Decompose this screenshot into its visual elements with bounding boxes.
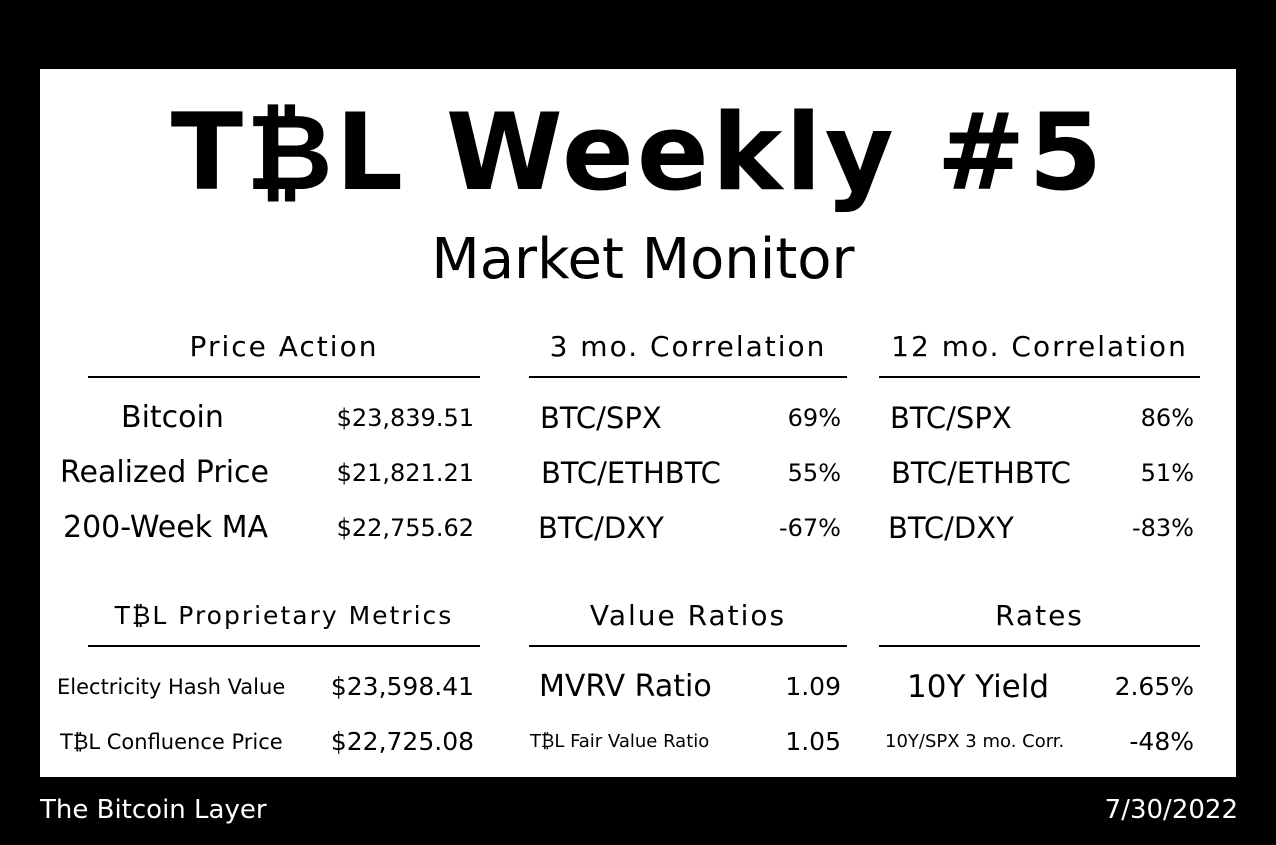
metric-value: 55% [787,459,841,487]
metric-value: 69% [787,404,841,432]
footer-date: 7/30/2022 [1104,795,1238,825]
metric-row: 10Y/SPX 3 mo. Corr. -48% [879,722,1200,762]
metric-label: Bitcoin [121,400,224,435]
page-subtitle: Market Monitor [431,227,855,292]
metric-row: 200-Week MA $22,755.62 [63,508,480,548]
section-heading: 12 mo. Correlation [891,330,1188,363]
correlation-12mo-section: 12 mo. Correlation BTC/SPX 86% BTC/ETHBT… [879,329,1200,545]
price-action-section: Price Action Bitcoin $23,839.51 Realized… [60,329,480,545]
metric-value: $23,598.41 [330,672,474,701]
metric-label: BTC/ETHBTC [891,456,1071,490]
metric-label: BTC/SPX [890,401,1012,435]
section-heading: Value Ratios [589,599,787,632]
metric-row: BTC/SPX 86% [879,398,1200,438]
section-divider [88,645,480,647]
section-heading: Price Action [189,330,379,363]
metric-row: T₿L Confluence Price $22,725.08 [60,722,480,762]
metric-label: 10Y Yield [907,669,1050,705]
metric-label: Realized Price [60,455,269,490]
correlation-3mo-section: 3 mo. Correlation BTC/SPX 69% BTC/ETHBTC… [529,329,847,545]
metric-value: 51% [1140,459,1194,487]
metric-value: 1.09 [785,672,841,701]
metric-row: Realized Price $21,821.21 [60,453,480,493]
metric-label: 10Y/SPX 3 mo. Corr. [885,731,1065,752]
metric-row: BTC/ETHBTC 51% [879,453,1200,493]
metric-row: BTC/SPX 69% [529,398,847,438]
proprietary-metrics-section: T₿L Proprietary Metrics Electricity Hash… [57,598,480,768]
metric-row: BTC/ETHBTC 55% [529,453,847,493]
metric-value: $21,821.21 [336,459,474,487]
metric-value: $22,755.62 [336,514,474,542]
metric-label: BTC/ETHBTC [541,456,721,490]
page-title: T₿L Weekly #5 [170,91,1106,214]
metric-row: MVRV Ratio 1.09 [529,667,847,707]
metric-label: MVRV Ratio [539,669,712,704]
value-ratios-section: Value Ratios MVRV Ratio 1.09 T₿L Fair Va… [529,598,847,768]
metric-value: 86% [1140,404,1194,432]
metric-value: $23,839.51 [336,404,474,432]
metric-label: Electricity Hash Value [57,675,286,699]
metric-value: -48% [1129,727,1194,756]
metric-value: -83% [1131,514,1194,542]
section-divider [529,376,847,378]
metric-value: 1.05 [785,727,841,756]
metric-label: T₿L Fair Value Ratio [530,731,710,752]
metric-row: Bitcoin $23,839.51 [88,398,480,438]
metric-value: 2.65% [1114,672,1194,701]
section-divider [88,376,480,378]
metric-label: BTC/DXY [888,511,1014,545]
metric-row: Electricity Hash Value $23,598.41 [57,667,480,707]
section-heading: Rates [995,599,1084,632]
section-heading: 3 mo. Correlation [549,330,827,363]
metric-row: T₿L Fair Value Ratio 1.05 [529,722,847,762]
footer-brand: The Bitcoin Layer [40,795,267,825]
metric-label: BTC/DXY [538,511,664,545]
section-divider [529,645,847,647]
rates-section: Rates 10Y Yield 2.65% 10Y/SPX 3 mo. Corr… [879,598,1200,768]
metric-row: BTC/DXY -83% [879,508,1200,548]
metric-label: 200-Week MA [63,510,269,545]
metric-row: BTC/DXY -67% [529,508,847,548]
section-divider [879,376,1200,378]
metric-value: -67% [778,514,841,542]
metric-value: $22,725.08 [330,727,474,756]
metric-label: BTC/SPX [540,401,662,435]
metric-row: 10Y Yield 2.65% [879,667,1200,707]
section-divider [879,645,1200,647]
metric-label: T₿L Confluence Price [60,730,283,754]
market-monitor-card: T₿L Weekly #5 Market Monitor Price Actio… [40,69,1236,777]
section-heading: T₿L Proprietary Metrics [114,601,454,630]
